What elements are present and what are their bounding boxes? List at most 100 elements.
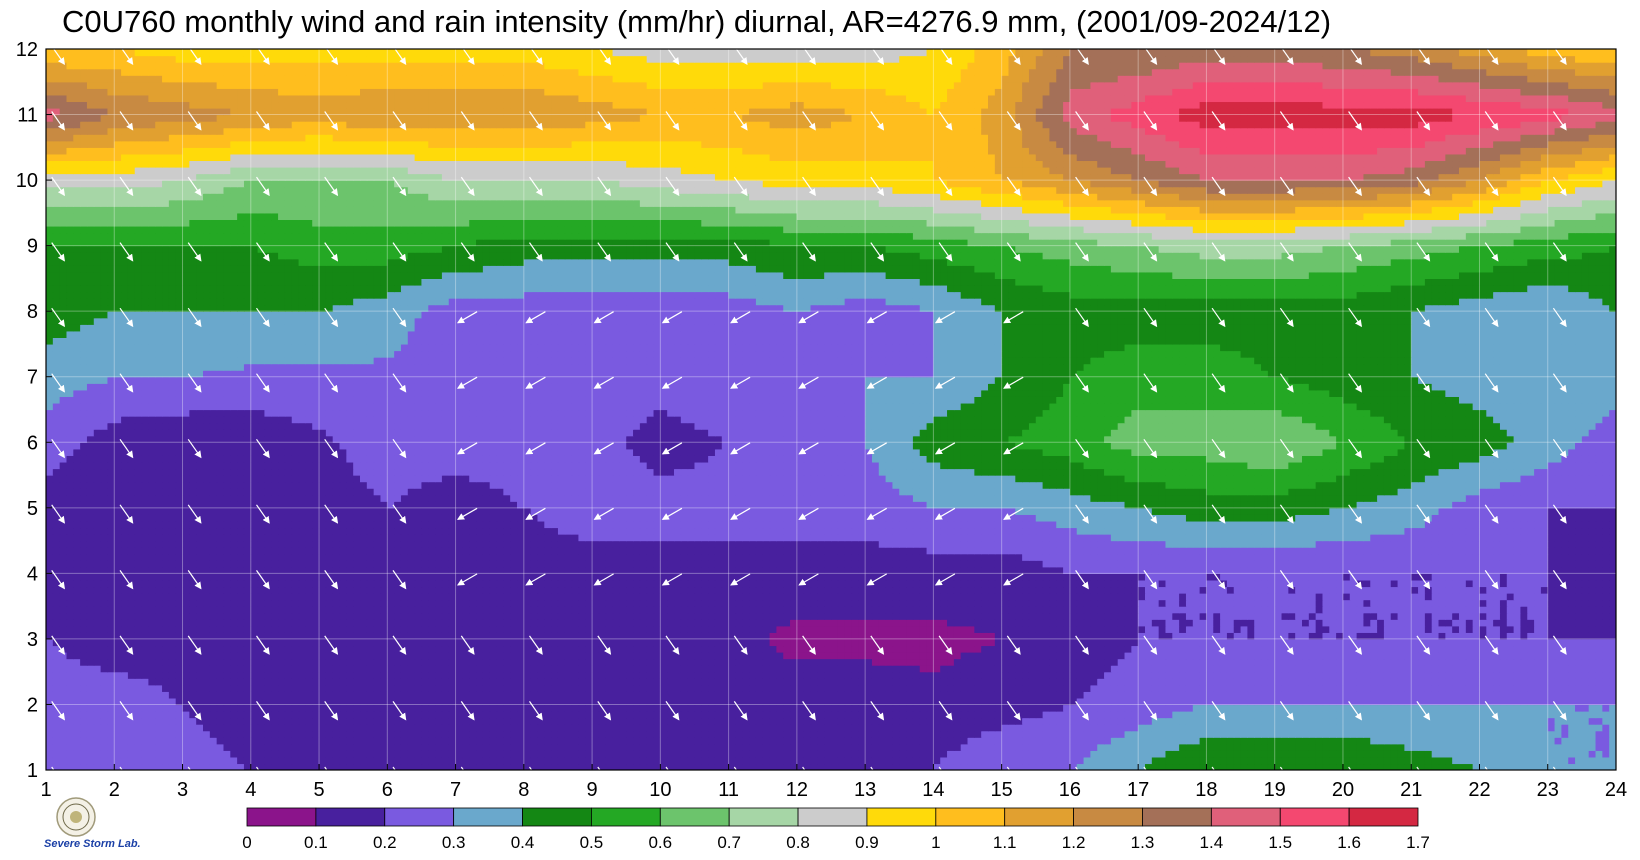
heat-cell [223,711,230,718]
heat-cell [988,678,995,685]
heat-cell [1596,659,1603,666]
heat-cell [244,737,251,744]
heat-cell [1411,685,1418,692]
heat-cell [53,724,60,731]
heat-cell [503,731,510,738]
heat-cell [346,718,353,725]
heat-cell [380,639,387,646]
heat-cell [558,724,565,731]
heat-cell [1322,691,1329,698]
heat-cell [1056,652,1063,659]
heat-cell [387,737,394,744]
heat-cell [647,757,654,764]
heat-cell [674,639,681,646]
heat-cell [565,639,572,646]
heat-cell [688,737,695,744]
heat-cell [292,724,299,731]
heat-cell [449,724,456,731]
heat-cell [947,685,954,692]
heat-cell [428,626,435,633]
heat-cell [995,659,1002,666]
heat-cell [1548,678,1555,685]
heat-cell [1377,678,1384,685]
heat-cell [360,731,367,738]
heat-cell [1336,731,1343,738]
heat-cell [851,639,858,646]
heat-cell [619,639,626,646]
heat-cell [1445,718,1452,725]
heat-cell [1022,665,1029,672]
heat-cell [101,645,108,652]
heat-cell [899,750,906,757]
heat-cell [1145,731,1152,738]
heat-cell [1029,678,1036,685]
heat-cell [1247,678,1254,685]
heat-cell [128,691,135,698]
heat-cell [968,718,975,725]
heat-cell [497,731,504,738]
heat-cell [107,704,114,711]
heat-cell [237,731,244,738]
heat-cell [456,731,463,738]
heat-cell [1022,757,1029,764]
heat-cell [688,704,695,711]
heat-cell [933,744,940,751]
heat-cell [565,737,572,744]
heat-cell [346,678,353,685]
heat-cell [1097,645,1104,652]
heat-cell [1316,652,1323,659]
heat-cell [1049,678,1056,685]
heat-cell [380,685,387,692]
heat-cell [1322,645,1329,652]
heat-cell [1357,659,1364,666]
heat-cell [838,718,845,725]
heat-cell [1179,704,1186,711]
heat-cell [1295,711,1302,718]
heat-cell [1527,652,1534,659]
heat-cell [1268,704,1275,711]
heat-cell [1596,724,1603,731]
heat-cell [94,750,101,757]
heat-cell [619,724,626,731]
heat-cell [456,639,463,646]
heat-cell [722,750,729,757]
heat-cell [1049,737,1056,744]
heat-cell [899,718,906,725]
heat-cell [1206,718,1213,725]
heat-cell [285,645,292,652]
heat-cell [1445,659,1452,666]
heat-cell [1200,731,1207,738]
heat-cell [53,678,60,685]
heat-cell [428,672,435,679]
heat-cell [1193,639,1200,646]
heat-cell [613,757,620,764]
heat-cell [817,659,824,666]
heat-cell [1411,678,1418,685]
heat-cell [1568,731,1575,738]
heat-cell [210,711,217,718]
heat-cell [1439,711,1446,718]
heat-cell [585,645,592,652]
heat-cell [1104,718,1111,725]
heat-cell [1602,659,1609,666]
heat-cell [1131,757,1138,764]
heat-cell [1118,750,1125,757]
heat-cell [1261,744,1268,751]
heat-cell [1336,659,1343,666]
heat-cell [60,750,67,757]
heat-cell [872,731,879,738]
heat-cell [1002,639,1009,646]
heat-cell [947,672,954,679]
heat-cell [196,750,203,757]
heat-cell [722,639,729,646]
heat-cell [107,711,114,718]
heat-cell [203,685,210,692]
heat-cell [346,652,353,659]
heat-cell [53,750,60,757]
heat-cell [278,639,285,646]
heat-cell [1179,744,1186,751]
heat-cell [517,737,524,744]
heat-cell [558,665,565,672]
heat-cell [920,678,927,685]
heat-cell [1384,652,1391,659]
